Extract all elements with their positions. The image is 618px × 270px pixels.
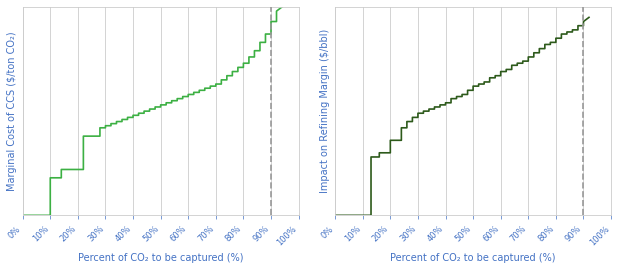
Y-axis label: Impact on Refining Margin ($/bbl): Impact on Refining Margin ($/bbl) <box>320 29 329 193</box>
X-axis label: Percent of CO₂ to be captured (%): Percent of CO₂ to be captured (%) <box>391 253 556 263</box>
X-axis label: Percent of CO₂ to be captured (%): Percent of CO₂ to be captured (%) <box>78 253 243 263</box>
Y-axis label: Marginal Cost of CCS ($/ton CO₂): Marginal Cost of CCS ($/ton CO₂) <box>7 31 17 191</box>
